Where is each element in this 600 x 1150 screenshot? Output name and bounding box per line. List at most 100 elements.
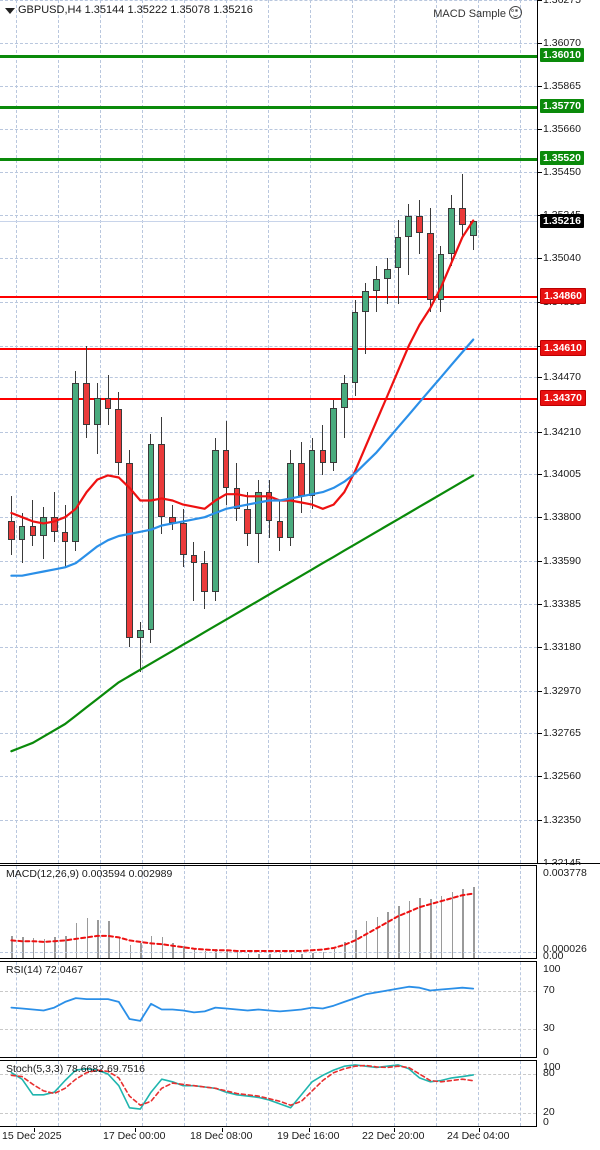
price-axis-label: 1.35040 [543,252,581,265]
candlestick[interactable] [416,199,423,254]
candlestick[interactable] [437,245,445,313]
candlestick[interactable] [201,550,209,610]
candle-body [72,383,80,543]
resistance-line[interactable] [0,55,537,59]
candlestick[interactable] [61,504,69,568]
caret-down-icon[interactable] [5,8,15,14]
macd-histogram-bar [312,952,314,958]
candlestick[interactable] [104,375,112,426]
candle-wick [386,258,388,305]
macd-panel[interactable]: MACD(12,26,9) 0.003594 0.002989 0.003778… [0,865,600,962]
price-axis-label: 1.32350 [543,814,581,827]
axis-tick [537,85,542,87]
macd-histogram-bar [215,949,217,958]
candle-body [405,216,413,238]
candlestick[interactable] [136,621,144,672]
series-overlay [10,1064,475,1110]
support-line[interactable] [0,295,537,298]
price-axis-label: 1.32765 [543,727,581,740]
axis-tick [537,431,542,433]
moving-average-line [10,338,475,577]
stochastic-panel[interactable]: Stoch(5,3,3) 78.6682 69.7516 100 80 20 0 [0,1060,600,1128]
candlestick[interactable] [18,512,26,564]
price-axis[interactable]: 1.36275 1.36070 1.35865 1.35660 1.35450 1.352… [537,0,600,869]
candlestick[interactable] [126,450,133,647]
candlestick[interactable] [29,500,37,547]
candlestick[interactable] [265,479,273,539]
support-line[interactable] [0,347,537,350]
macd-histogram-bar [365,921,368,958]
candle-body [51,517,58,532]
candlestick[interactable] [459,174,466,238]
candle-body [330,408,337,463]
time-axis-label: 19 Dec 16:00 [277,1130,340,1142]
candlestick[interactable] [190,542,198,601]
candlestick[interactable] [244,492,251,547]
resistance-line[interactable] [0,105,537,109]
macd-histogram-bar [430,899,432,958]
price-axis-label: 1.34005 [543,468,581,481]
candlestick[interactable] [340,375,348,438]
candlestick[interactable] [51,492,58,543]
candlestick[interactable] [40,506,47,559]
moving-average-line [10,474,475,753]
candlestick[interactable] [394,220,402,305]
support-tag[interactable]: 1.34860 [540,287,586,304]
resistance-tag[interactable]: 1.36010 [540,48,584,63]
stochastic-axis-label: 20 [543,1106,555,1118]
candlestick[interactable] [276,500,284,551]
macd-histogram-bar [258,953,260,958]
axis-tick [537,128,542,130]
candlestick[interactable] [255,479,262,564]
current-price-line[interactable] [0,221,537,223]
chart-watermark: MACD Sample [433,4,522,20]
candlestick[interactable] [72,370,80,551]
macd-histogram-bar [118,937,121,958]
candlestick[interactable] [351,299,359,396]
price-plot-area[interactable] [0,0,538,863]
candle-body [136,629,144,639]
axis-tick [537,733,542,735]
axis-tick [537,776,542,778]
support-tag[interactable]: 1.34370 [540,390,586,407]
macd-histogram-bar [344,941,346,958]
macd-signal-line [10,892,475,952]
candlestick[interactable] [222,421,230,505]
macd-histogram-bar [473,887,475,958]
candlestick[interactable] [93,383,101,455]
candlestick[interactable] [319,425,327,476]
candlestick[interactable] [308,437,316,509]
candlestick[interactable] [212,437,219,601]
candle-body [308,450,316,497]
candlestick[interactable] [233,462,241,522]
candle-body [29,525,37,536]
candlestick[interactable] [330,400,337,472]
macd-label: MACD(12,26,9) 0.003594 0.002989 [6,868,173,880]
resistance-tag[interactable]: 1.35520 [540,150,584,165]
candlestick[interactable] [362,283,370,355]
candlestick[interactable] [383,258,391,305]
candlestick[interactable] [405,203,413,275]
candlestick[interactable] [448,195,456,267]
candlestick[interactable] [83,345,90,438]
macd-histogram-bar [322,952,325,958]
series-overlay [10,985,475,1022]
current-price-tag[interactable]: 1.35216 [540,214,584,229]
candlestick[interactable] [426,207,434,313]
candlestick[interactable] [158,416,166,534]
candlestick[interactable] [373,266,380,313]
candlestick[interactable] [115,391,123,476]
macd-histogram-bar [333,949,336,958]
time-axis-tick [34,1128,35,1132]
candlestick[interactable] [179,508,187,568]
resistance-tag[interactable]: 1.35770 [540,98,584,113]
candlestick[interactable] [8,496,15,555]
price-chart-panel[interactable]: GBPUSD,H4 1.35144 1.35222 1.35078 1.3521… [0,0,600,869]
time-axis[interactable]: 15 Dec 2025 17 Dec 00:00 18 Dec 08:00 19 De… [0,1128,600,1150]
resistance-line[interactable] [0,157,537,161]
candlestick[interactable] [147,433,155,643]
price-axis-label: 1.34210 [543,425,581,438]
support-line[interactable] [0,398,537,401]
support-tag[interactable]: 1.34610 [540,339,586,356]
rsi-panel[interactable]: RSI(14) 72.0467 100 70 30 0 [0,961,600,1059]
